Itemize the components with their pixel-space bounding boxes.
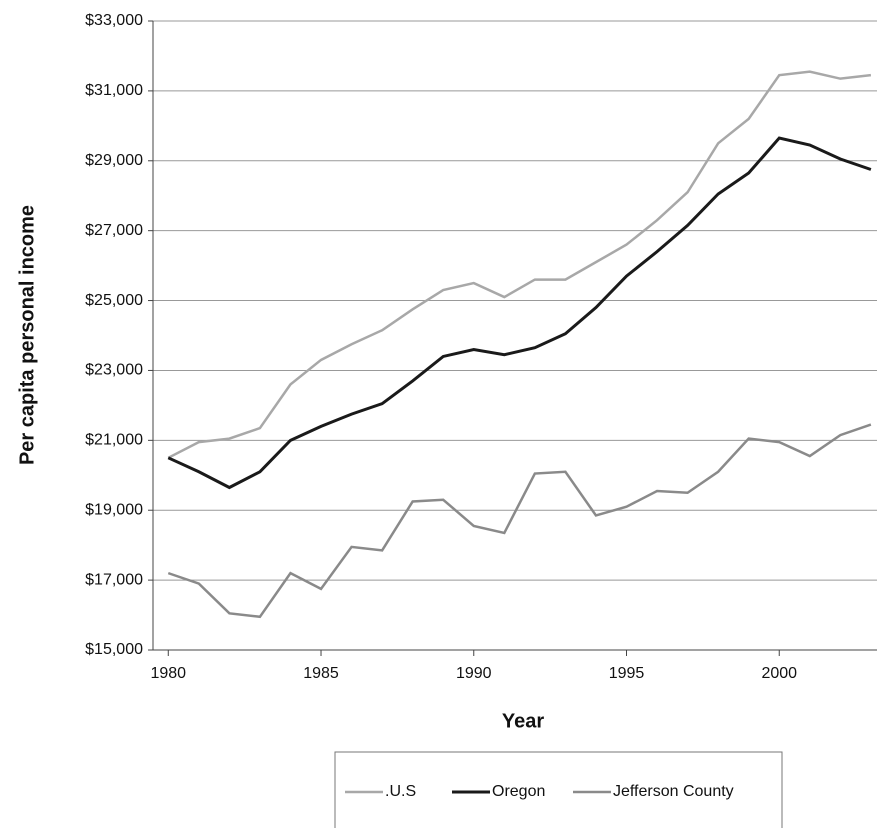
y-tick-label: $19,000 (85, 501, 143, 518)
y-axis-title: Per capita personal income (16, 205, 38, 465)
y-tick-label: $21,000 (85, 432, 143, 449)
y-tick-label: $15,000 (85, 641, 143, 658)
x-tick-label: 2000 (761, 665, 797, 682)
legend-label: Oregon (492, 783, 545, 800)
y-tick-label: $25,000 (85, 292, 143, 309)
y-tick-label: $17,000 (85, 571, 143, 588)
series-line (167, 136, 872, 490)
x-tick-label: 1980 (150, 665, 186, 682)
series-line (167, 423, 872, 619)
legend-label: .U.S (385, 783, 416, 800)
x-tick-label: 1995 (609, 665, 645, 682)
y-tick-label: $33,000 (85, 12, 143, 29)
legend-box (334, 751, 783, 833)
y-tick-label: $27,000 (85, 222, 143, 239)
x-tick-label: 1985 (303, 665, 339, 682)
y-tick-label: $23,000 (85, 362, 143, 379)
x-tick-label: 1990 (456, 665, 492, 682)
y-tick-label: $31,000 (85, 82, 143, 99)
legend-label: Jefferson County (613, 783, 734, 800)
x-axis-title: Year (502, 710, 544, 732)
series-line (167, 70, 872, 459)
y-tick-label: $29,000 (85, 152, 143, 169)
